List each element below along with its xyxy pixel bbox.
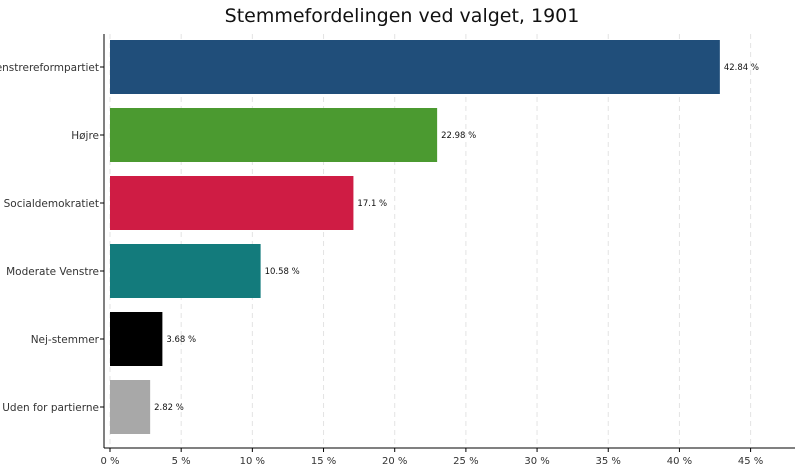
x-tick-label: 45 % — [738, 456, 763, 467]
bar — [110, 312, 163, 366]
x-tick-label: 35 % — [596, 456, 621, 467]
x-tick-label: 40 % — [667, 456, 692, 467]
x-tick-label: 30 % — [524, 456, 549, 467]
bar — [110, 176, 354, 230]
grid — [109, 34, 752, 448]
bar — [110, 108, 438, 162]
x-tick-label: 10 % — [240, 456, 265, 467]
bars — [110, 40, 720, 434]
data-label: 3.68 % — [166, 335, 196, 345]
category-label: Uden for partierne — [2, 402, 99, 414]
labels: Venstrereformpartiet 42.84 % Højre 22.98 % S… — [0, 62, 759, 414]
category-label: Moderate Venstre — [6, 266, 99, 278]
chart-title: Stemmefordelingen ved valget, 1901 — [225, 5, 580, 27]
data-label: 17.1 % — [357, 199, 387, 209]
data-label: 2.82 % — [154, 403, 184, 413]
x-tick-label: 15 % — [311, 456, 336, 467]
x-tick-label: 25 % — [453, 456, 478, 467]
data-label: 42.84 % — [724, 63, 759, 73]
bar — [110, 244, 261, 298]
x-tick-label: 0 % — [100, 456, 119, 467]
category-label: Socialdemokratiet — [4, 198, 99, 210]
category-label: Nej-stemmer — [31, 334, 100, 346]
category-label: Venstrereformpartiet — [0, 62, 99, 74]
bar — [110, 380, 151, 434]
data-label: 22.98 % — [441, 131, 476, 141]
x-tick-label: 20 % — [382, 456, 407, 467]
data-label: 10.58 % — [265, 267, 300, 277]
x-tick-label: 5 % — [172, 456, 191, 467]
bar — [110, 40, 720, 94]
category-label: Højre — [71, 130, 99, 142]
x-axis-ticks: 0 % 5 % 10 % 15 % 20 % 25 % 30 % 35 % 40 % 45 % — [100, 448, 763, 467]
